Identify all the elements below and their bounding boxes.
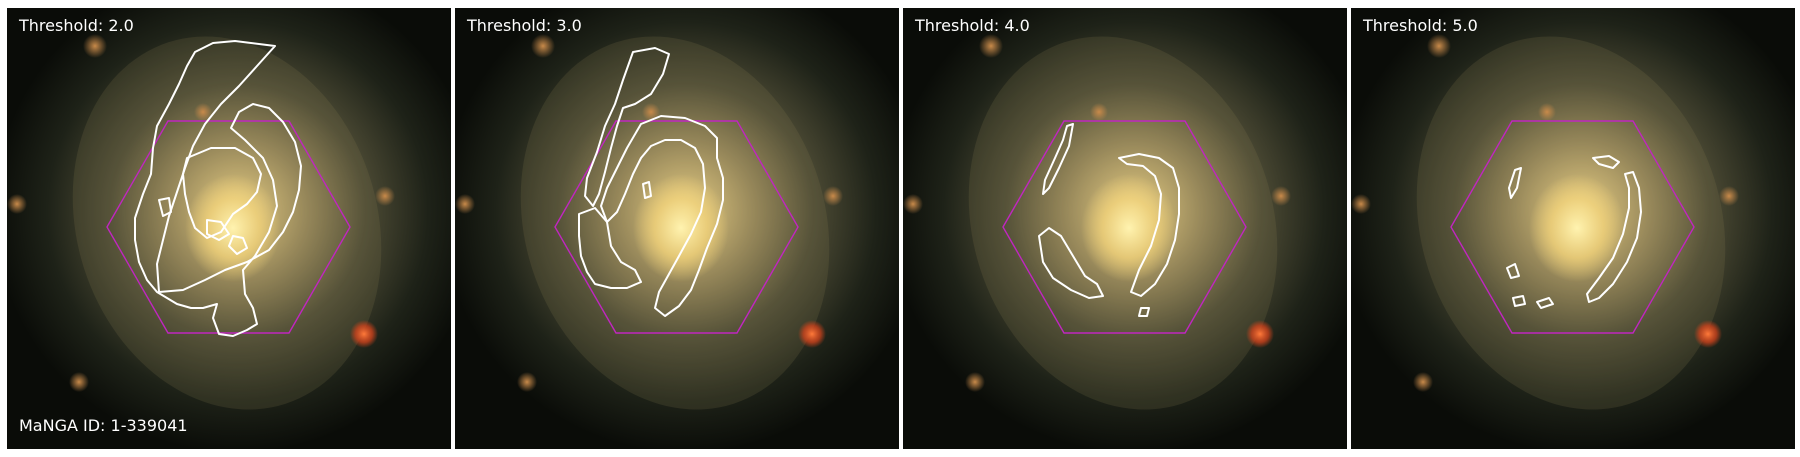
- threshold-label: Threshold: 3.0: [467, 16, 582, 35]
- contour-line: [206, 219, 230, 241]
- star-icon: [7, 194, 27, 214]
- spiral-arm-contours: [134, 40, 302, 337]
- star-icon: [194, 103, 212, 121]
- star-icon: [1351, 194, 1371, 214]
- contour-line: [1512, 295, 1526, 307]
- star-icon: [1719, 186, 1739, 206]
- red-star-icon: [350, 320, 378, 348]
- star-icon: [1413, 372, 1433, 392]
- star-icon: [517, 372, 537, 392]
- threshold-label: Threshold: 5.0: [1363, 16, 1478, 35]
- contour-line: [1586, 171, 1642, 303]
- spiral-arm-contours: [1506, 155, 1642, 309]
- contour-line: [584, 47, 670, 207]
- spiral-arm-contours: [1038, 123, 1180, 317]
- contour-line: [600, 115, 724, 317]
- contour-line: [228, 235, 248, 255]
- star-icon: [903, 194, 923, 214]
- contour-line: [578, 207, 642, 289]
- ifu-hexagon: [554, 120, 799, 334]
- star-icon: [823, 186, 843, 206]
- contour-line: [642, 181, 652, 199]
- star-icon: [455, 194, 475, 214]
- contour-line: [1038, 227, 1104, 299]
- star-icon: [83, 34, 107, 58]
- contour-line: [1506, 263, 1520, 279]
- contour-line: [182, 147, 262, 239]
- red-star-icon: [1246, 320, 1274, 348]
- threshold-label: Threshold: 2.0: [19, 16, 134, 35]
- manga-id-label: MaNGA ID: 1-339041: [19, 416, 188, 435]
- contour-line: [1536, 297, 1554, 309]
- contour-line: [1118, 153, 1180, 297]
- galaxy-image: [1351, 8, 1795, 449]
- star-icon: [1271, 186, 1291, 206]
- spiral-arm-contours: [578, 47, 724, 317]
- galaxy-panel-2: Threshold: 3.0: [455, 8, 899, 449]
- ifu-hexagon: [106, 120, 351, 334]
- star-icon: [375, 186, 395, 206]
- galaxy-panel-3: Threshold: 4.0: [903, 8, 1347, 449]
- star-icon: [979, 34, 1003, 58]
- galaxy-panel-4: Threshold: 5.0: [1351, 8, 1795, 449]
- galaxy-panel-1: Threshold: 2.0 MaNGA ID: 1-339041: [7, 8, 451, 449]
- contour-line: [1042, 123, 1074, 195]
- star-icon: [1090, 103, 1108, 121]
- galaxy-image: [903, 8, 1347, 449]
- contour-line: [134, 40, 302, 337]
- threshold-label: Threshold: 4.0: [915, 16, 1030, 35]
- galaxy-image: [7, 8, 451, 449]
- star-icon: [642, 103, 660, 121]
- red-star-icon: [1694, 320, 1722, 348]
- galaxy-image: [455, 8, 899, 449]
- star-icon: [69, 372, 89, 392]
- contour-line: [158, 197, 172, 217]
- star-icon: [1427, 34, 1451, 58]
- red-star-icon: [798, 320, 826, 348]
- contour-line: [1508, 167, 1522, 199]
- ifu-hexagon: [1002, 120, 1247, 334]
- contour-line: [1138, 307, 1150, 317]
- star-icon: [965, 372, 985, 392]
- star-icon: [531, 34, 555, 58]
- star-icon: [1538, 103, 1556, 121]
- ifu-hexagon: [1450, 120, 1695, 334]
- contour-line: [1592, 155, 1620, 169]
